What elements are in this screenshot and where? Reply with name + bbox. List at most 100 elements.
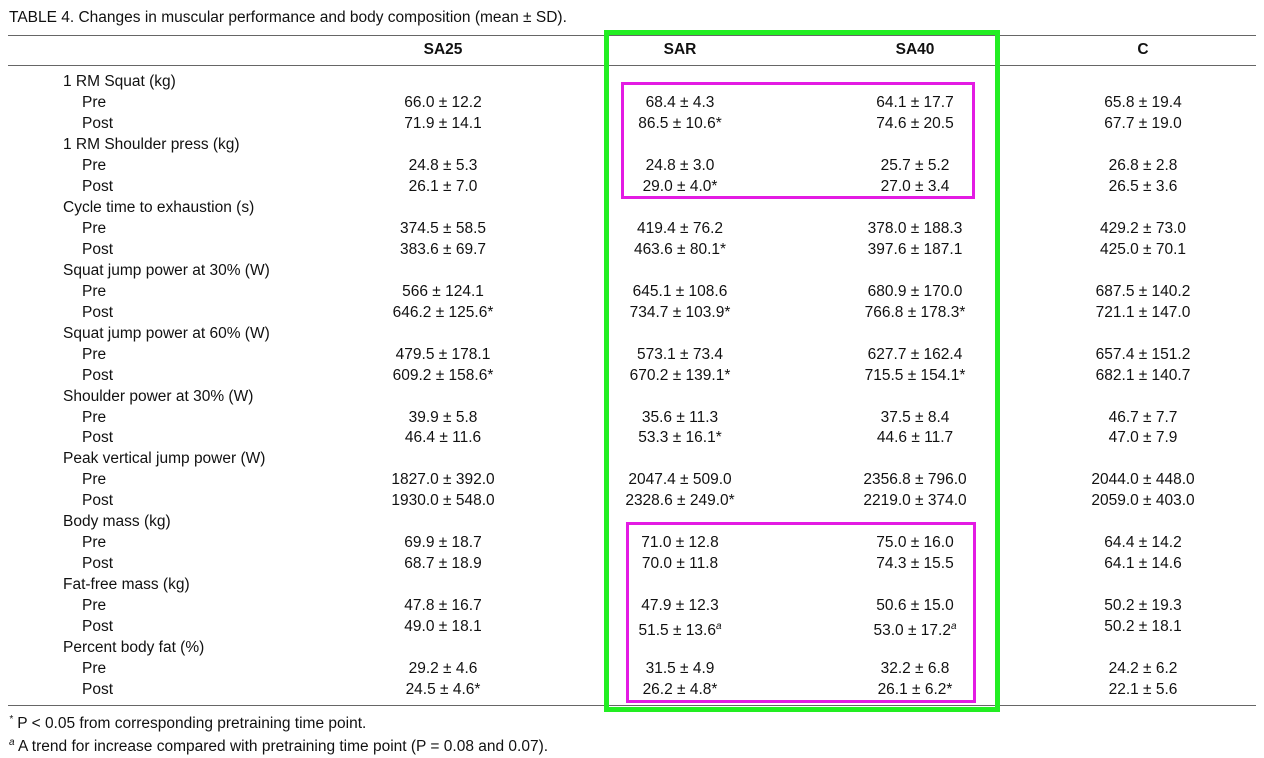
cell: 687.5 ± 140.2 bbox=[1095, 282, 1191, 300]
cell: 47.0 ± 7.9 bbox=[1108, 429, 1178, 447]
cell: 64.4 ± 14.2 bbox=[1104, 534, 1182, 552]
row-label: Pre bbox=[82, 471, 107, 489]
cell: 68.7 ± 18.9 bbox=[404, 555, 482, 573]
cell: 645.1 ± 108.6 bbox=[632, 282, 728, 300]
row-label: Post bbox=[82, 681, 114, 699]
cell: 479.5 ± 178.1 bbox=[395, 345, 491, 363]
cell: 47.9 ± 12.3 bbox=[641, 597, 719, 615]
cell: 64.1 ± 17.7 bbox=[876, 93, 954, 111]
group-label: Shoulder power at 30% (W) bbox=[63, 387, 254, 405]
row-label: Pre bbox=[82, 93, 107, 111]
cell: 39.9 ± 5.8 bbox=[408, 408, 478, 426]
group-label: Peak vertical jump power (W) bbox=[63, 450, 266, 468]
cell: 44.6 ± 11.7 bbox=[876, 429, 954, 447]
group-label: Body mass (kg) bbox=[63, 513, 171, 531]
cell: 721.1 ± 147.0 bbox=[1095, 303, 1191, 321]
cell: 627.7 ± 162.4 bbox=[867, 345, 963, 363]
row-label: Pre bbox=[82, 282, 107, 300]
cell: 734.7 ± 103.9* bbox=[629, 303, 731, 321]
cell: 67.7 ± 19.0 bbox=[1104, 114, 1182, 132]
cell: 86.5 ± 10.6* bbox=[638, 114, 722, 132]
cell: 766.8 ± 178.3* bbox=[864, 303, 966, 321]
cell: 2044.0 ± 448.0 bbox=[1091, 471, 1195, 489]
cell-value: 53.0 ± 17.2 bbox=[873, 622, 951, 640]
row-label: Post bbox=[82, 429, 114, 447]
cell: 378.0 ± 188.3 bbox=[867, 219, 963, 237]
footnote-text: P < 0.05 from corresponding pretraining … bbox=[17, 715, 367, 733]
cell: 24.5 ± 4.6* bbox=[405, 681, 481, 699]
cell: 26.1 ± 7.0 bbox=[408, 177, 478, 195]
cell: 429.2 ± 73.0 bbox=[1099, 219, 1187, 237]
cell: 47.8 ± 16.7 bbox=[404, 597, 482, 615]
footnote-mark: a bbox=[9, 737, 15, 748]
cell: 68.4 ± 4.3 bbox=[645, 93, 715, 111]
cell: 75.0 ± 16.0 bbox=[876, 534, 954, 552]
row-label: Post bbox=[82, 303, 114, 321]
cell-value: 51.5 ± 13.6 bbox=[638, 622, 716, 640]
cell: 50.2 ± 18.1 bbox=[1104, 618, 1182, 636]
cell: 25.7 ± 5.2 bbox=[880, 156, 950, 174]
cell: 31.5 ± 4.9 bbox=[645, 660, 715, 678]
cell: 35.6 ± 11.3 bbox=[641, 408, 719, 426]
cell: 2356.8 ± 796.0 bbox=[863, 471, 967, 489]
cell: 53.3 ± 16.1* bbox=[638, 429, 722, 447]
cell: 383.6 ± 69.7 bbox=[399, 240, 487, 258]
cell: 374.5 ± 58.5 bbox=[399, 219, 487, 237]
row-label: Pre bbox=[82, 534, 107, 552]
cell: 397.6 ± 187.1 bbox=[867, 240, 963, 258]
cell: 22.1 ± 5.6 bbox=[1108, 681, 1178, 699]
cell: 50.2 ± 19.3 bbox=[1104, 597, 1182, 615]
cell: 463.6 ± 80.1* bbox=[633, 240, 727, 258]
cell: 24.8 ± 3.0 bbox=[645, 156, 715, 174]
cell: 69.9 ± 18.7 bbox=[404, 534, 482, 552]
cell: 2328.6 ± 249.0* bbox=[625, 492, 735, 510]
highlight-box bbox=[604, 30, 1000, 712]
footnote-mark: * bbox=[9, 714, 13, 725]
column-header: SAR bbox=[663, 41, 697, 58]
column-header: C bbox=[1137, 41, 1149, 58]
cell: 1930.0 ± 548.0 bbox=[391, 492, 495, 510]
row-label: Pre bbox=[82, 660, 107, 678]
cell: 74.3 ± 15.5 bbox=[876, 555, 954, 573]
cell: 657.4 ± 151.2 bbox=[1095, 345, 1191, 363]
cell: 609.2 ± 158.6* bbox=[392, 366, 494, 384]
footnote-mark: a bbox=[715, 621, 722, 633]
cell: 64.1 ± 14.6 bbox=[1104, 555, 1182, 573]
cell: 66.0 ± 12.2 bbox=[404, 93, 482, 111]
footnote-mark: a bbox=[950, 621, 957, 633]
cell: 425.0 ± 70.1 bbox=[1099, 240, 1187, 258]
row-label: Pre bbox=[82, 156, 107, 174]
row-label: Pre bbox=[82, 597, 107, 615]
cell: 71.0 ± 12.8 bbox=[641, 534, 719, 552]
cell: 26.5 ± 3.6 bbox=[1108, 177, 1178, 195]
cell: 27.0 ± 3.4 bbox=[880, 177, 950, 195]
row-label: Post bbox=[82, 555, 114, 573]
group-label: 1 RM Shoulder press (kg) bbox=[63, 135, 240, 153]
cell: 26.2 ± 4.8* bbox=[642, 681, 718, 699]
cell: 24.2 ± 6.2 bbox=[1108, 660, 1178, 678]
highlight-box bbox=[626, 522, 976, 703]
cell: 32.2 ± 6.8 bbox=[880, 660, 950, 678]
cell: 715.5 ± 154.1* bbox=[864, 366, 966, 384]
group-label: Squat jump power at 30% (W) bbox=[63, 261, 270, 279]
cell: 46.4 ± 11.6 bbox=[404, 429, 482, 447]
cell: 26.1 ± 6.2* bbox=[877, 681, 953, 699]
table-title: TABLE 4. Changes in muscular performance… bbox=[9, 9, 567, 26]
group-label: Cycle time to exhaustion (s) bbox=[63, 198, 255, 216]
cell: 49.0 ± 18.1 bbox=[404, 618, 482, 636]
rule bbox=[8, 65, 1256, 66]
rule bbox=[8, 705, 1256, 706]
column-header: SA25 bbox=[423, 41, 463, 58]
column-header: SA40 bbox=[895, 41, 935, 58]
highlight-box bbox=[621, 82, 975, 199]
row-label: Post bbox=[82, 240, 114, 258]
cell: 1827.0 ± 392.0 bbox=[391, 471, 495, 489]
row-label: Post bbox=[82, 618, 114, 636]
cell: 2219.0 ± 374.0 bbox=[863, 492, 967, 510]
rule bbox=[8, 35, 1256, 36]
footnote: * P < 0.05 from corresponding pretrainin… bbox=[9, 710, 366, 734]
cell: 53.0 ± 17.2a bbox=[873, 617, 956, 641]
group-label: Fat-free mass (kg) bbox=[63, 576, 190, 594]
cell: 46.7 ± 7.7 bbox=[1108, 408, 1178, 426]
cell: 26.8 ± 2.8 bbox=[1108, 156, 1178, 174]
